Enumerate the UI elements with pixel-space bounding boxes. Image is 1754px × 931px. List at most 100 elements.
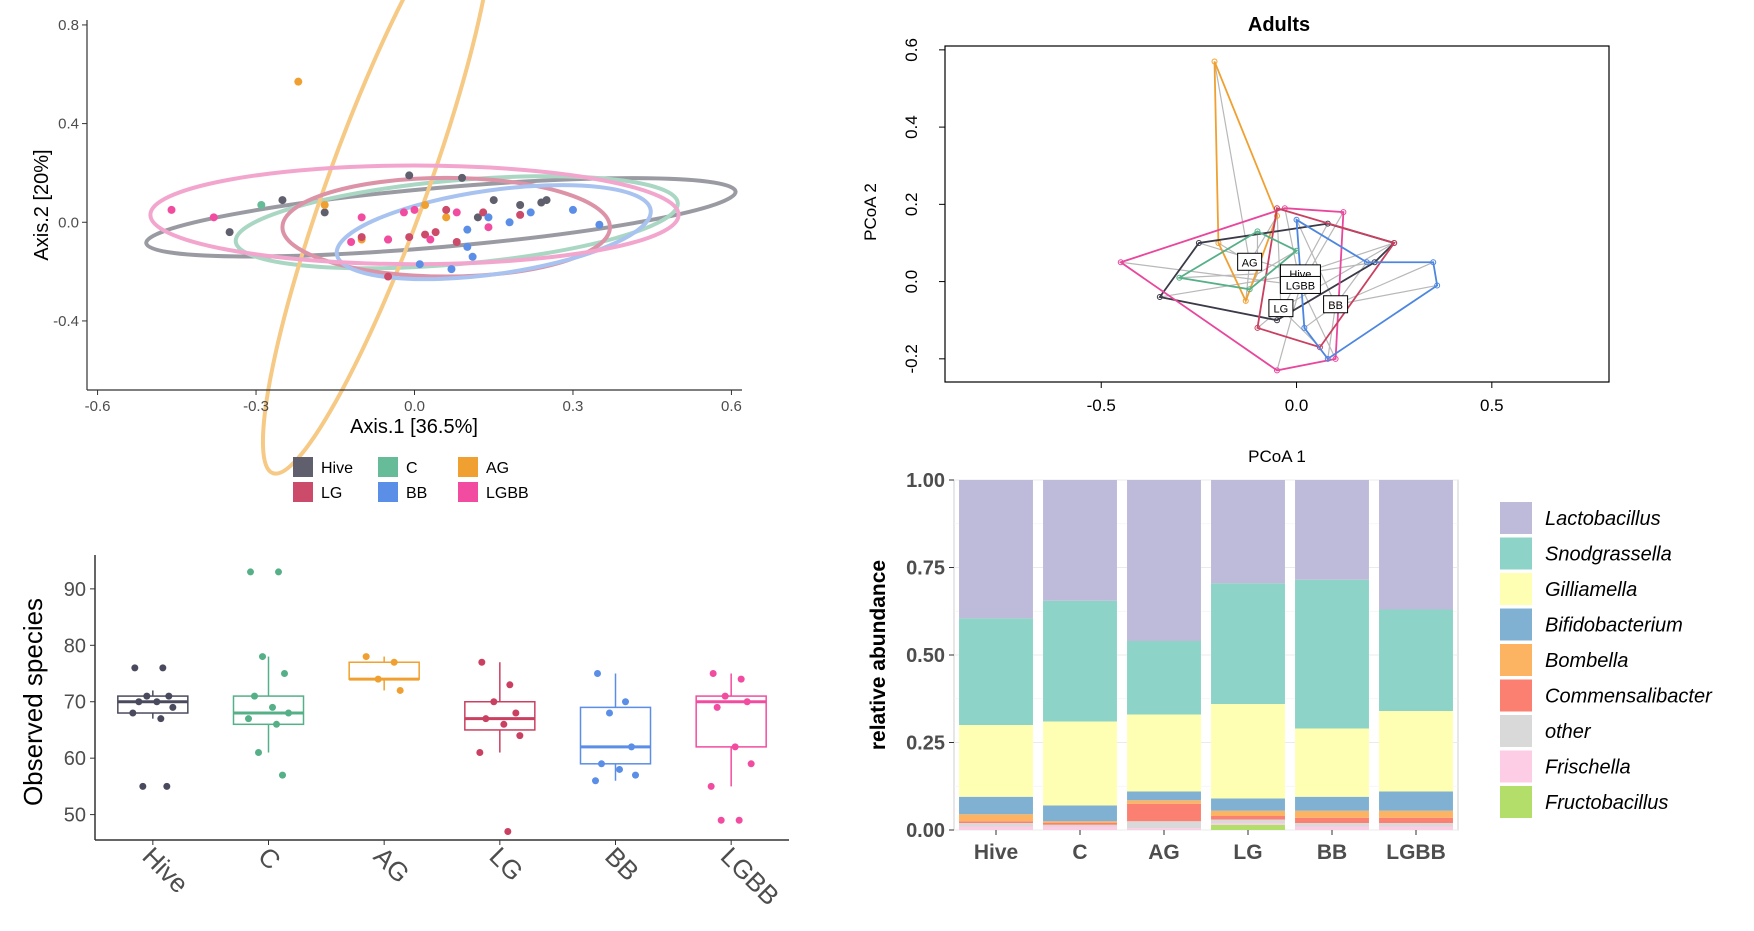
centroid-label-lgbb: LGBB [1286,280,1315,292]
pcoa-y-axis-label: Axis.2 [20%] [31,149,53,260]
point-bb [595,220,604,229]
jitter-point-lgbb [709,670,717,678]
point-hive [405,171,414,180]
hulls-plot-frame [944,45,1610,383]
bar-segment-gilliamella [1211,704,1285,799]
ellipse-lgbb [148,163,681,267]
jitter-point-hive [153,698,161,706]
bar-segment-gilliamella [959,725,1033,797]
hull-point-lgbb [1117,259,1124,266]
x-tick-label: BB [599,841,645,887]
hull-point-ag [1211,58,1218,65]
hull-point-lg [1254,324,1261,331]
jitter-point-hive [129,709,137,717]
jitter-point-lgbb [747,760,755,768]
y-tick-label: 0.2 [902,193,921,217]
legend-label-lgbb: LGBB [486,485,529,502]
bar-segment-bifidobacterium [1211,798,1285,811]
jitter-point-lg [516,732,524,740]
jitter-point-lg [490,698,498,706]
legend-label-gilliamella: Gilliamella [1545,579,1637,601]
x-tick-label: AG [368,841,416,889]
boxplot-y-axis-label: Observed species [18,598,48,806]
y-tick-label: -0.4 [53,313,79,330]
point-hive [225,228,234,237]
jitter-point-c [259,653,266,661]
x-tick-label: 0.3 [563,398,584,415]
point-bb [415,260,424,269]
jitter-point-bb [598,760,605,768]
abundance-bars [959,480,1453,830]
jitter-point-c [279,771,286,779]
jitter-point-c [273,720,280,728]
bar-segment-gilliamella [1295,728,1369,797]
point-lgbb [384,235,393,244]
point-bb [468,252,477,261]
pcoa-x-axis-label: Axis.1 [36.5%] [350,416,478,438]
y-tick-label: 80 [64,635,86,657]
legend-swatch-frischella [1500,750,1532,783]
bar-segment-snodgrassella [1127,641,1201,715]
jitter-point-bb [606,709,613,717]
jitter-point-hive [159,664,167,672]
legend-swatch-commensalibacter [1500,679,1532,712]
bar-segment-commensalibacter [1127,803,1201,822]
y-tick-label: 0.4 [902,115,921,139]
point-lg [442,205,451,214]
hull-point-bb [1324,355,1331,362]
bar-segment-fructobacillus [1211,824,1285,830]
point-lg [384,272,393,281]
y-tick-label: 0.0 [58,214,79,231]
bar-segment-other [1295,823,1369,827]
jitter-point-lgbb [713,703,721,711]
spider-line-c [1257,250,1297,275]
jitter-point-c [275,568,282,576]
legend-swatch-c [378,457,398,477]
hull-point-lgbb [1274,367,1280,374]
point-hive [458,173,467,182]
hull-point-bb [1293,216,1300,223]
point-bb [484,213,493,222]
bar-segment-snodgrassella [959,618,1033,725]
y-tick-label: -0.2 [902,344,921,373]
centroid-box-lg [1268,299,1294,318]
bar-segment-bifidobacterium [1379,791,1453,811]
x-tick-label: LG [1233,841,1262,864]
jitter-point-hive [139,782,147,790]
legend-label-commensalibacter: Commensalibacter [1545,686,1713,708]
centroid-box-lgbb [1279,275,1321,294]
bar-segment-bifidobacterium [959,796,1033,815]
box-lgbb [695,695,767,748]
bar-segment-lactobacillus [1295,480,1369,580]
bar-segment-frischella [1295,826,1369,830]
legend-swatch-snodgrassella [1500,537,1532,570]
bar-segment-bifidobacterium [1127,791,1201,801]
jitter-point-lgbb [707,782,715,790]
x-tick-label: C [252,841,286,875]
jitter-point-c [269,703,276,711]
point-hive [473,213,482,222]
y-tick-label: 70 [64,692,86,714]
jitter-point-lg [504,828,512,836]
hull-point-ag [1242,297,1249,304]
x-tick-label: BB [1317,841,1347,864]
jitter-point-hive [143,692,151,700]
legend-label-bifidobacterium: Bifidobacterium [1545,615,1683,637]
bar-segment-gilliamella [1379,711,1453,792]
legend-label-c: C [406,460,418,477]
jitter-point-c [245,715,252,723]
y-tick-label: 0.6 [902,38,921,62]
jitter-point-lgbb [737,675,745,683]
jitter-point-c [251,692,258,700]
legend-label-lactobacillus: Lactobacillus [1545,508,1661,530]
bar-segment-lactobacillus [959,480,1033,619]
jitter-point-lg [482,715,490,723]
bar-segment-frischella [1379,826,1453,830]
hull-point-lg [1391,239,1398,246]
legend-swatch-hive [293,457,313,477]
legend-swatch-bifidobacterium [1500,608,1532,641]
